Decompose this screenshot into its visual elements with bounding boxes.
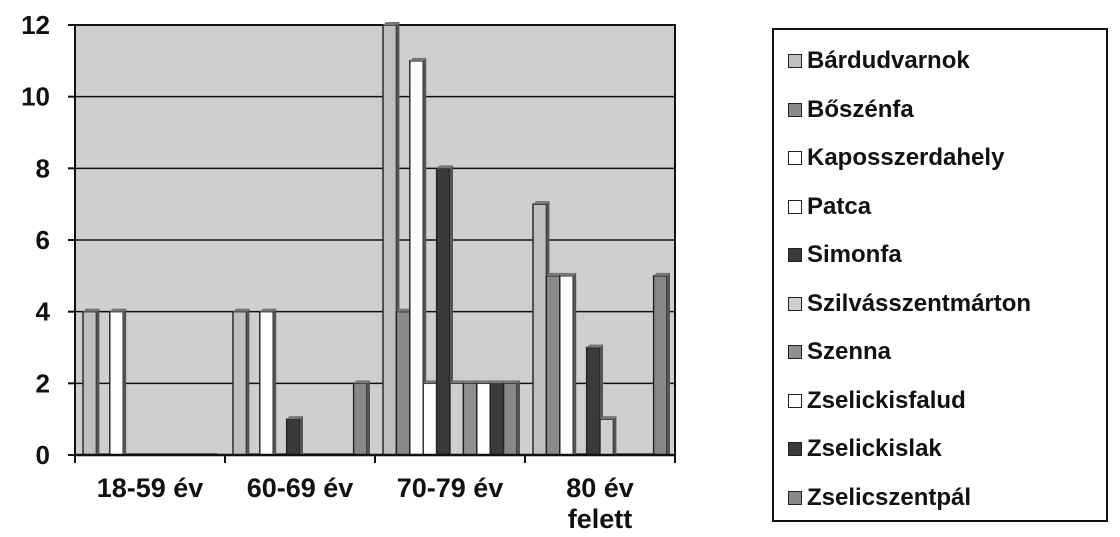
bar-1-2 bbox=[259, 308, 277, 456]
legend-swatch bbox=[788, 102, 802, 117]
legend-swatch bbox=[788, 442, 802, 456]
legend-item: Simonfa bbox=[788, 230, 902, 280]
legend-swatch bbox=[788, 296, 802, 311]
x-tick-label: 60-69 év bbox=[247, 473, 354, 503]
y-tick-label: 0 bbox=[36, 440, 50, 470]
legend-swatch bbox=[788, 490, 802, 505]
legend-label: Szenna bbox=[807, 338, 892, 365]
x-tick-label: 18-59 év bbox=[97, 473, 204, 503]
bar-3-5 bbox=[599, 416, 617, 456]
bar-1-9 bbox=[352, 380, 370, 456]
legend-swatch bbox=[788, 248, 802, 262]
legend-label: Bőszénfa bbox=[807, 95, 914, 123]
y-tick-label: 2 bbox=[36, 368, 50, 398]
legend-item: Szenna bbox=[788, 327, 891, 377]
bar-chart: 0 2 4 6 8 10 12 18-59 év 60-69 év 70-79 év 80 év f… bbox=[21, 10, 676, 534]
bar-1-4 bbox=[285, 416, 303, 456]
bar-3-2 bbox=[559, 272, 577, 456]
legend-label: Bárdudvarnok bbox=[807, 47, 970, 74]
axes bbox=[68, 24, 676, 463]
legend-item: Zselicszentpál bbox=[788, 473, 971, 523]
legend-item: Bárdudvarnok bbox=[788, 36, 970, 86]
legend-swatch bbox=[788, 345, 802, 359]
x-tick-label: 70-79 év bbox=[397, 473, 504, 503]
legend-label: Zselickisfalud bbox=[807, 386, 966, 414]
bar-0-0 bbox=[82, 308, 100, 456]
legend-label: Patca bbox=[807, 192, 872, 220]
legend-label: Kaposszerdahely bbox=[807, 144, 1005, 171]
y-tick-labels: 0 2 4 6 8 10 12 bbox=[21, 10, 50, 470]
bar-0-2 bbox=[109, 308, 127, 456]
x-tick-label: 80 év felett bbox=[566, 473, 634, 534]
legend: Bárdudvarnok Bőszénfa Kaposszerdahely Patca… bbox=[772, 28, 1108, 522]
legend-swatch bbox=[788, 393, 802, 408]
y-tick-label: 6 bbox=[36, 225, 50, 255]
legend-label: Simonfa bbox=[807, 241, 902, 268]
y-tick-label: 4 bbox=[36, 297, 51, 327]
legend-item: Bőszénfa bbox=[788, 85, 914, 135]
legend-swatch bbox=[788, 199, 802, 214]
x-tick-labels: 18-59 év 60-69 év 70-79 év 80 év felett bbox=[97, 473, 634, 534]
bar-2-9 bbox=[502, 380, 520, 456]
legend-label: Szilvásszentmárton bbox=[807, 289, 1032, 317]
legend-item: Kaposszerdahely bbox=[788, 133, 1004, 183]
legend-item: Szilvásszentmárton bbox=[788, 279, 1031, 329]
legend-label: Zselickislak bbox=[807, 435, 942, 462]
y-tick-label: 10 bbox=[21, 82, 50, 112]
y-tick-label: 12 bbox=[21, 10, 50, 40]
bar-3-9 bbox=[652, 272, 670, 456]
legend-item: Zselickisfalud bbox=[788, 376, 966, 426]
legend-item: Zselickislak bbox=[788, 424, 942, 474]
legend-item: Patca bbox=[788, 182, 871, 232]
legend-swatch bbox=[788, 151, 802, 165]
legend-label: Zselicszentpál bbox=[807, 483, 972, 511]
bar-1-0 bbox=[232, 308, 250, 456]
y-tick-label: 8 bbox=[36, 153, 50, 183]
legend-swatch bbox=[788, 54, 802, 68]
